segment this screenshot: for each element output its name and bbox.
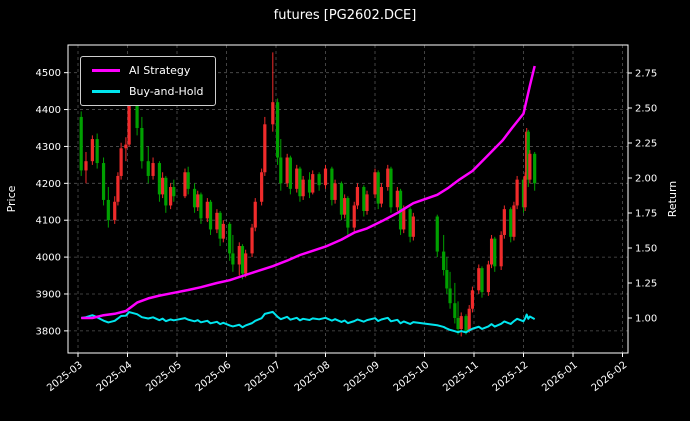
candle-layer xyxy=(79,52,537,337)
svg-text:2.50: 2.50 xyxy=(635,104,657,115)
buy-and-hold-line xyxy=(81,310,536,334)
svg-text:4100: 4100 xyxy=(36,216,61,227)
svg-text:4300: 4300 xyxy=(36,142,61,153)
axis-layer xyxy=(64,44,632,357)
svg-text:3800: 3800 xyxy=(36,326,61,337)
svg-text:2.75: 2.75 xyxy=(635,69,657,80)
svg-text:4000: 4000 xyxy=(36,253,61,264)
svg-text:2025-09: 2025-09 xyxy=(342,360,382,394)
ai-strategy-line-swatch xyxy=(92,69,120,72)
svg-text:2026-01: 2026-01 xyxy=(540,360,580,394)
svg-text:2025-05: 2025-05 xyxy=(144,360,184,394)
svg-text:4400: 4400 xyxy=(36,105,61,116)
svg-text:3900: 3900 xyxy=(36,289,61,300)
chart-title: futures [PG2602.DCE] xyxy=(273,8,417,23)
svg-text:2.25: 2.25 xyxy=(635,139,657,150)
svg-text:2025-08: 2025-08 xyxy=(293,360,333,394)
svg-text:2025-06: 2025-06 xyxy=(194,360,234,394)
svg-text:1.75: 1.75 xyxy=(635,209,657,220)
svg-text:2025-10: 2025-10 xyxy=(392,360,432,394)
svg-text:1.25: 1.25 xyxy=(635,279,657,290)
legend-label-ai-strategy: AI Strategy xyxy=(129,64,191,77)
legend-item-buy-and-hold: Buy-and-Hold xyxy=(92,85,204,98)
svg-text:1.00: 1.00 xyxy=(635,314,657,325)
svg-text:2025-07: 2025-07 xyxy=(243,360,283,394)
svg-text:4500: 4500 xyxy=(36,68,61,79)
svg-text:2025-11: 2025-11 xyxy=(441,360,481,394)
svg-text:2025-12: 2025-12 xyxy=(491,360,531,394)
overlay-lines-layer xyxy=(81,65,536,334)
svg-text:2025-04: 2025-04 xyxy=(95,360,135,394)
svg-text:4200: 4200 xyxy=(36,179,61,190)
legend: AI Strategy Buy-and-Hold xyxy=(80,56,216,106)
ai-strategy-line xyxy=(81,65,536,320)
svg-text:1.50: 1.50 xyxy=(635,244,657,255)
legend-label-buy-and-hold: Buy-and-Hold xyxy=(129,85,204,98)
svg-text:2026-02: 2026-02 xyxy=(590,360,630,394)
buy-and-hold-line-swatch xyxy=(92,90,120,93)
legend-item-ai-strategy: AI Strategy xyxy=(92,64,204,77)
svg-text:2025-03: 2025-03 xyxy=(45,360,85,394)
svg-text:2.00: 2.00 xyxy=(635,174,657,185)
price-axis-label: Price xyxy=(5,185,18,212)
return-axis-label: Return xyxy=(666,181,679,218)
